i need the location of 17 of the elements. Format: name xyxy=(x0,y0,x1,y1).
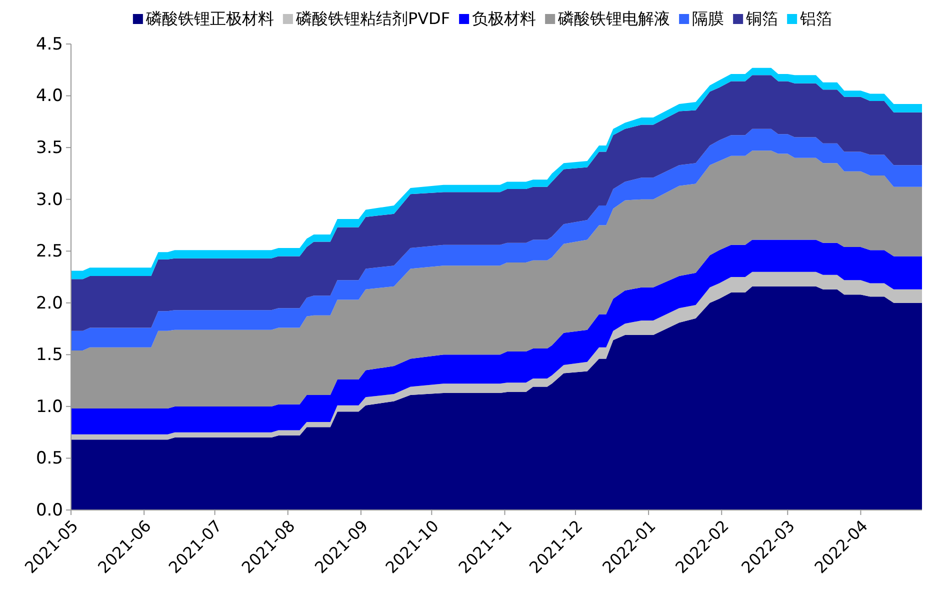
y-tick-label: 3.0 xyxy=(36,190,63,210)
legend-label: 铜箔 xyxy=(745,9,778,28)
y-tick-label: 0.0 xyxy=(36,500,63,520)
y-tick-label: 4.0 xyxy=(36,86,63,106)
legend-label: 隔膜 xyxy=(692,9,724,28)
legend-label: 铝箔 xyxy=(799,9,832,28)
legend-label: 负极材料 xyxy=(472,9,536,28)
y-tick-label: 1.5 xyxy=(36,345,63,366)
y-tick-label: 1.0 xyxy=(36,396,63,417)
legend-label: 磷酸铁锂正极材料 xyxy=(144,9,274,28)
y-tick-label: 3.5 xyxy=(36,138,63,158)
y-tick-label: 0.5 xyxy=(36,448,63,469)
y-tick-label: 2.5 xyxy=(36,242,63,262)
y-tick-label: 2.0 xyxy=(36,293,63,314)
legend-label: 磷酸铁锂电解液 xyxy=(557,9,670,28)
y-tick-label: 4.5 xyxy=(36,34,63,54)
legend-label: 磷酸铁锂粘结剂PVDF xyxy=(294,9,450,28)
